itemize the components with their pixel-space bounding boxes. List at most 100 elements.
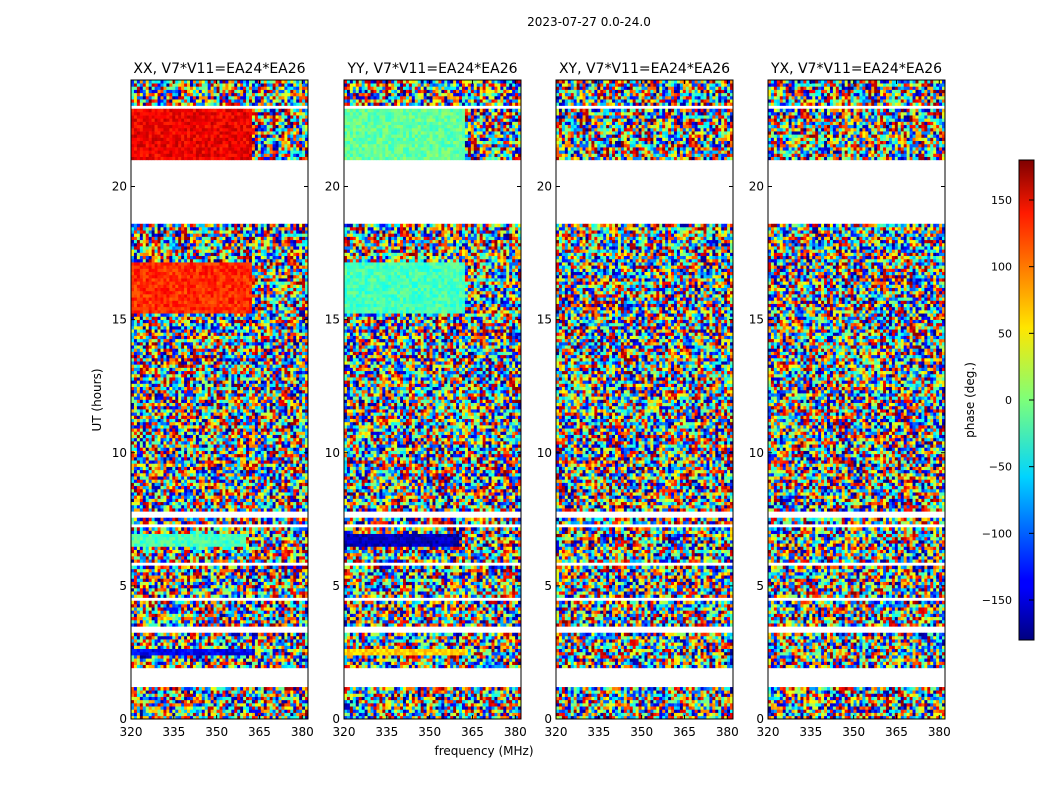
heatmap-cell — [137, 578, 140, 581]
heatmap-cell — [231, 572, 234, 575]
heatmap-cell — [187, 623, 190, 626]
heatmap-cell — [231, 620, 234, 623]
heatmap-cell — [249, 447, 252, 450]
heatmap-cell — [220, 441, 223, 444]
heatmap-cell — [169, 527, 172, 530]
heatmap-cell — [290, 431, 293, 434]
heatmap-cell — [181, 534, 184, 537]
heatmap-cell — [137, 636, 140, 639]
heatmap-cell — [234, 476, 237, 479]
heatmap-cell — [175, 495, 178, 498]
heatmap-cell — [279, 476, 282, 479]
heatmap-cell — [163, 483, 166, 486]
heatmap-cell — [184, 486, 187, 489]
heatmap-cell — [240, 447, 243, 450]
heatmap-cell — [214, 476, 217, 479]
heatmap-cell — [264, 594, 267, 597]
heatmap-cell — [217, 425, 220, 428]
heatmap-cell — [222, 709, 225, 712]
heatmap-cell — [270, 623, 273, 626]
heatmap-cell — [152, 495, 155, 498]
heatmap-cell — [302, 646, 305, 649]
heatmap-cell — [211, 454, 214, 457]
heatmap-cell — [273, 585, 276, 588]
heatmap-cell — [196, 559, 199, 562]
heatmap-cell — [287, 553, 290, 556]
heatmap-cell — [243, 661, 246, 664]
heatmap-cell — [199, 646, 202, 649]
heatmap-cell — [296, 697, 299, 700]
heatmap-cell — [143, 614, 146, 617]
heatmap-cell — [184, 661, 187, 664]
heatmap-cell — [166, 652, 169, 655]
heatmap-cell — [211, 601, 214, 604]
heatmap-cell — [270, 521, 273, 524]
heatmap-cell — [234, 633, 237, 636]
heatmap-cell — [287, 419, 290, 422]
heatmap-cell — [276, 569, 279, 572]
heatmap-cell — [258, 531, 261, 534]
heatmap-cell — [281, 537, 284, 540]
heatmap-cell — [190, 531, 193, 534]
heatmap-cell — [234, 486, 237, 489]
heatmap-cell — [175, 508, 178, 511]
heatmap-cell — [228, 441, 231, 444]
heatmap-cell — [258, 652, 261, 655]
heatmap-cell — [205, 703, 208, 706]
heatmap-cell — [143, 658, 146, 661]
heatmap-cell — [261, 582, 264, 585]
heatmap-cell — [149, 652, 152, 655]
heatmap-cell — [208, 639, 211, 642]
heatmap-cell — [172, 623, 175, 626]
heatmap-cell — [134, 457, 137, 460]
heatmap-cell — [178, 441, 181, 444]
heatmap-cell — [270, 489, 273, 492]
heatmap-cell — [172, 534, 175, 537]
heatmap-cell — [217, 658, 220, 661]
heatmap-cell — [228, 591, 231, 594]
heatmap-cell — [246, 422, 249, 425]
heatmap-cell — [296, 489, 299, 492]
heatmap-cell — [264, 495, 267, 498]
heatmap-cell — [296, 431, 299, 434]
heatmap-cell — [267, 492, 270, 495]
heatmap-cell — [178, 601, 181, 604]
heatmap-cell — [264, 479, 267, 482]
heatmap-cell — [178, 700, 181, 703]
heatmap-cell — [199, 661, 202, 664]
heatmap-cell — [264, 454, 267, 457]
heatmap-cell — [287, 604, 290, 607]
heatmap-cell — [284, 457, 287, 460]
heatmap-cell — [149, 479, 152, 482]
heatmap-cell — [225, 566, 228, 569]
heatmap-cell — [152, 594, 155, 597]
heatmap-cell — [231, 543, 234, 546]
heatmap-cell — [302, 457, 305, 460]
heatmap-cell — [211, 441, 214, 444]
heatmap-cell — [166, 537, 169, 540]
heatmap-cell — [273, 479, 276, 482]
heatmap-cell — [290, 569, 293, 572]
heatmap-cell — [134, 483, 137, 486]
heatmap-cell — [172, 550, 175, 553]
heatmap-cell — [214, 489, 217, 492]
heatmap-cell — [184, 499, 187, 502]
heatmap-cell — [137, 508, 140, 511]
heatmap-cell — [293, 569, 296, 572]
heatmap-cell — [217, 642, 220, 645]
heatmap-cell — [246, 655, 249, 658]
heatmap-cell — [225, 646, 228, 649]
heatmap-cell — [293, 431, 296, 434]
heatmap-cell — [287, 578, 290, 581]
heatmap-cell — [240, 438, 243, 441]
heatmap-cell — [225, 486, 228, 489]
heatmap-cell — [172, 546, 175, 549]
heatmap-cell — [270, 508, 273, 511]
heatmap-cell — [211, 425, 214, 428]
heatmap-cell — [252, 476, 255, 479]
heatmap-cell — [208, 438, 211, 441]
heatmap-cell — [158, 655, 161, 658]
heatmap-cell — [252, 415, 255, 418]
heatmap-cell — [222, 543, 225, 546]
heatmap-cell — [134, 610, 137, 613]
